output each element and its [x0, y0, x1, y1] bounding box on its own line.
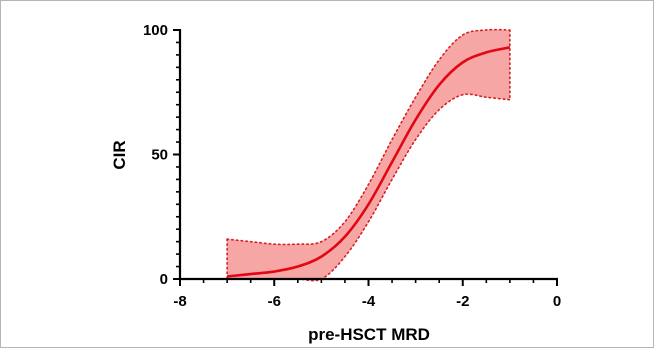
x-tick-label-4: 0 — [553, 293, 561, 310]
x-axis-title: pre-HSCT MRD — [308, 325, 430, 344]
y-tick-label-1: 50 — [151, 147, 168, 164]
x-tick-label-1: -6 — [268, 293, 281, 310]
confidence-band-layer — [226, 28, 511, 282]
x-tick-label-0: -8 — [173, 293, 186, 310]
x-tick-label-2: -4 — [362, 293, 376, 310]
confidence-band-upper-edge — [226, 28, 511, 246]
axes: -8 -6 -4 -2 0 0 50 100 — [143, 22, 561, 310]
fit-line-series-0 — [226, 46, 511, 278]
y-axis-title: CIR — [110, 140, 129, 169]
x-tick-label-3: -2 — [456, 293, 469, 310]
fit-line-layer — [226, 46, 511, 278]
y-tick-label-0: 0 — [160, 271, 168, 288]
y-tick-label-2: 100 — [143, 22, 168, 39]
confidence-band-area — [227, 29, 510, 281]
